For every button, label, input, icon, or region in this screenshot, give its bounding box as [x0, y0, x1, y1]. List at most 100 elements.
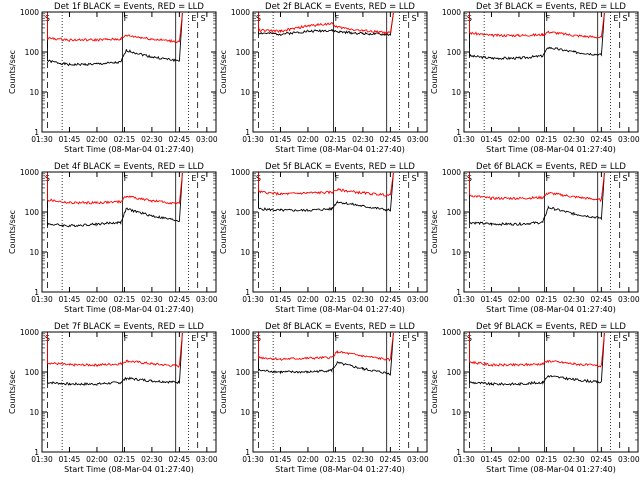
events-series-line [469, 172, 605, 227]
x-tick-label: 03:00 [618, 295, 640, 304]
x-tick-label: 01:30 [242, 455, 264, 464]
x-tick-label: 01:45 [270, 295, 292, 304]
lld-series-line [469, 172, 605, 203]
x-axis-label: Start Time (08-Mar-04 01:27:40) [486, 465, 616, 474]
plot-frame [41, 11, 217, 133]
x-tick-label: 02:15 [114, 295, 136, 304]
y-tick-label: 10 [29, 88, 39, 97]
chart-panel-6: Det 6f BLACK = Events, RED = LLD 1 10 100 10… [430, 162, 640, 314]
x-tick-label: 02:45 [380, 455, 402, 464]
x-tick-label: 02:15 [325, 135, 347, 144]
chart-title: Det 9f BLACK = Events, RED = LLD [476, 322, 626, 332]
chart-title: Det 6f BLACK = Events, RED = LLD [476, 162, 626, 172]
x-axis-label: Start Time (08-Mar-04 01:27:40) [64, 305, 194, 314]
x-tick-label: 02:15 [536, 455, 558, 464]
plot-frame [252, 331, 428, 453]
event-marker-label: S [201, 174, 206, 183]
plot-frame [463, 331, 639, 453]
event-marker-label: S [412, 14, 417, 23]
y-tick-label: 1 [34, 128, 39, 137]
x-axis-label: Start Time (08-Mar-04 01:27:40) [486, 305, 616, 314]
y-tick-label: 10 [240, 248, 250, 257]
x-tick-label: 01:30 [453, 455, 475, 464]
x-axis-label: Start Time (08-Mar-04 01:27:40) [64, 145, 194, 154]
events-series-line [258, 12, 394, 37]
x-tick-label: 02:30 [563, 455, 585, 464]
x-tick-label: 02:45 [591, 295, 613, 304]
x-tick-label: 02:00 [297, 135, 319, 144]
event-marker-label: F [124, 174, 129, 183]
x-tick-label: 01:45 [481, 135, 503, 144]
plot-frame [463, 11, 639, 133]
y-tick-label: 1000 [231, 168, 250, 177]
x-tick-label: 03:00 [196, 135, 218, 144]
y-tick-label: 1000 [442, 168, 461, 177]
event-marker-label: S [412, 334, 417, 343]
y-tick-label: 1000 [231, 8, 250, 17]
chart-panel-3: Det 3f BLACK = Events, RED = LLD 1 10 100 10… [430, 2, 640, 154]
event-marker-label: F [124, 14, 129, 23]
event-marker-label: F [335, 334, 340, 343]
x-tick-label: 02:00 [508, 455, 530, 464]
event-marker-label: F [124, 334, 129, 343]
x-tick-label: 02:00 [86, 135, 108, 144]
x-tick-label: 02:15 [325, 455, 347, 464]
y-tick-label: 100 [447, 208, 462, 217]
x-tick-label: 03:00 [618, 135, 640, 144]
chart-panel-8: Det 8f BLACK = Events, RED = LLD 1 10 100 10… [219, 322, 429, 474]
y-tick-label: 1000 [442, 328, 461, 337]
chart-panel-4: Det 4f BLACK = Events, RED = LLD 1 10 100 10… [8, 162, 218, 314]
x-tick-label: 02:45 [591, 455, 613, 464]
y-tick-label: 1 [245, 128, 250, 137]
x-tick-label: 03:00 [407, 135, 429, 144]
event-marker-label: F [335, 174, 340, 183]
x-tick-label: 02:00 [297, 455, 319, 464]
x-tick-label: 02:45 [169, 295, 191, 304]
chart-panel-1: Det 1f BLACK = Events, RED = LLD 1 10 100 10… [8, 2, 218, 154]
x-tick-label: 02:00 [297, 295, 319, 304]
y-tick-label: 10 [451, 408, 461, 417]
plot-frame [41, 331, 217, 453]
events-series-line [47, 332, 183, 386]
event-marker-label: E [191, 174, 196, 183]
y-tick-label: 100 [447, 48, 462, 57]
chart-title: Det 1f BLACK = Events, RED = LLD [54, 2, 204, 12]
x-tick-label: 03:00 [407, 295, 429, 304]
y-axis-label: Counts/sec [219, 50, 228, 94]
x-tick-label: 01:30 [31, 135, 53, 144]
x-tick-label: 02:30 [563, 135, 585, 144]
y-tick-label: 100 [236, 48, 251, 57]
event-marker-label: E [191, 334, 196, 343]
x-tick-label: 02:15 [114, 135, 136, 144]
y-tick-label: 1000 [20, 8, 39, 17]
events-series-line [469, 332, 605, 387]
chart-title: Det 5f BLACK = Events, RED = LLD [265, 162, 415, 172]
lld-series-line [258, 332, 394, 362]
x-tick-label: 03:00 [196, 295, 218, 304]
x-tick-label: 02:45 [380, 135, 402, 144]
x-tick-label: 01:30 [453, 135, 475, 144]
lld-series-line [469, 332, 605, 368]
event-marker-label: S [201, 14, 206, 23]
y-axis-label: Counts/sec [8, 370, 17, 414]
lld-series-line [47, 172, 183, 205]
event-marker-label: F [335, 14, 340, 23]
y-tick-label: 1000 [20, 168, 39, 177]
event-marker-label: S [623, 334, 628, 343]
x-tick-label: 01:45 [59, 135, 81, 144]
event-marker-label: E [402, 14, 407, 23]
x-tick-label: 02:45 [591, 135, 613, 144]
y-tick-label: 10 [240, 408, 250, 417]
event-marker-label: E [402, 174, 407, 183]
x-tick-label: 01:45 [59, 295, 81, 304]
x-axis-label: Start Time (08-Mar-04 01:27:40) [64, 465, 194, 474]
x-tick-label: 02:30 [563, 295, 585, 304]
y-tick-label: 1 [34, 448, 39, 457]
y-axis-label: Counts/sec [8, 210, 17, 254]
y-axis-label: Counts/sec [219, 210, 228, 254]
y-tick-label: 1 [245, 448, 250, 457]
y-tick-label: 1 [245, 288, 250, 297]
plot-frame [252, 11, 428, 133]
x-tick-label: 01:30 [31, 295, 53, 304]
